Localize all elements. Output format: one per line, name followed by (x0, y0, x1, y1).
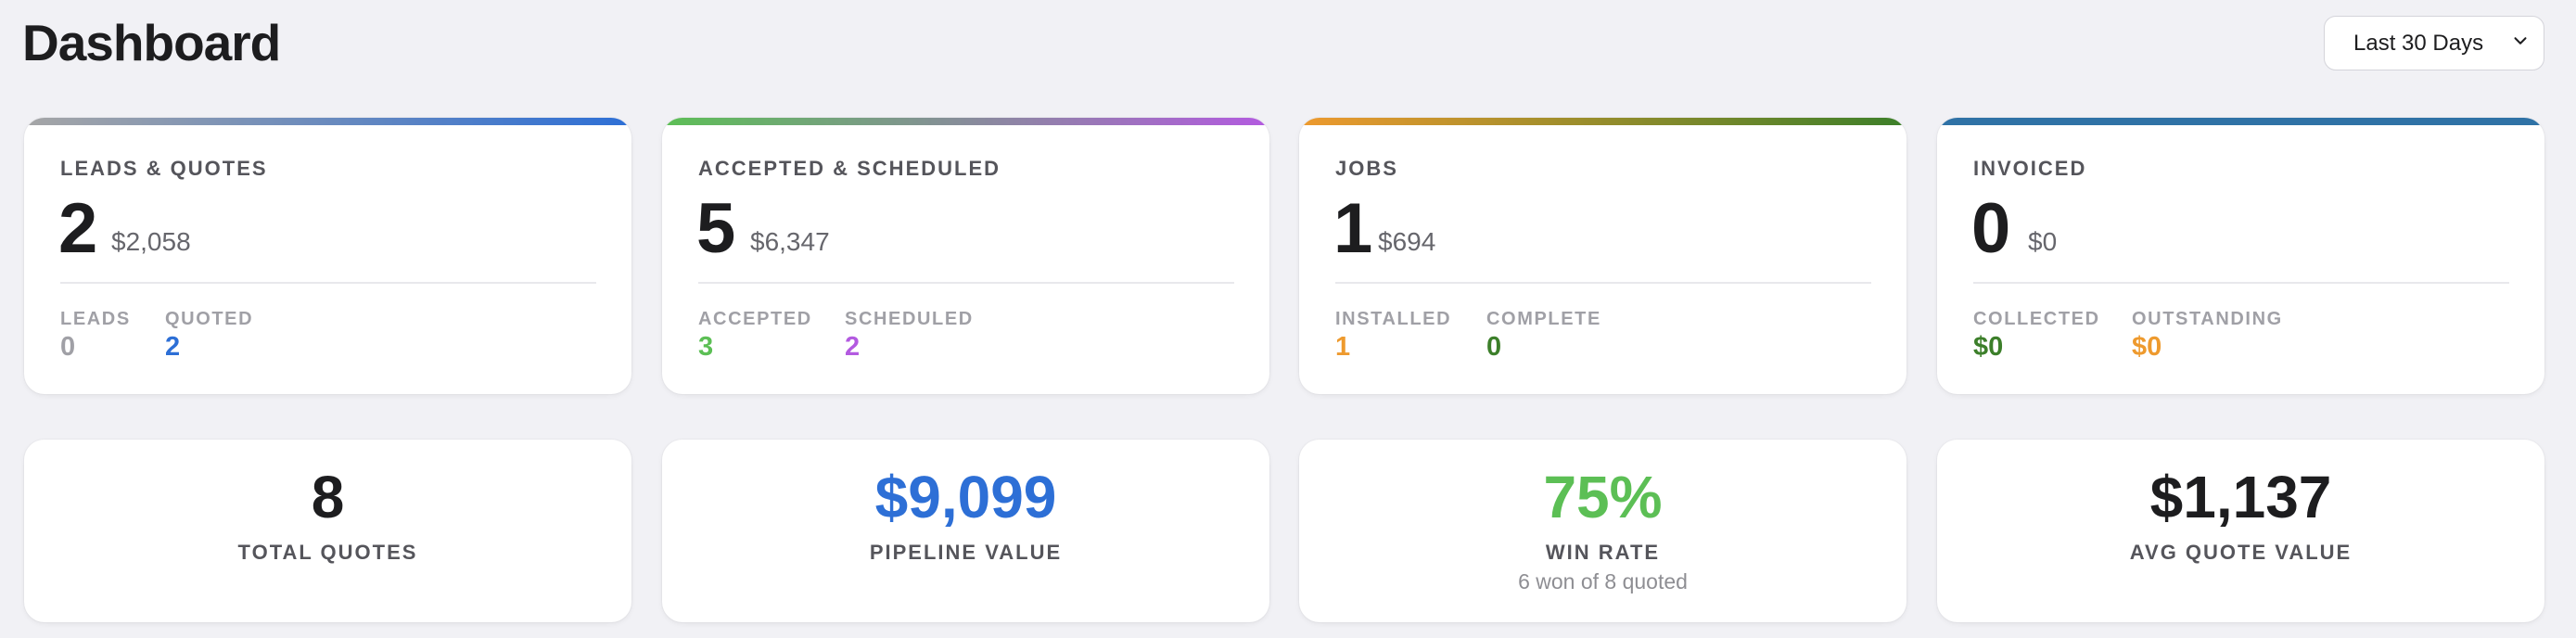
page-title: Dashboard (22, 14, 281, 71)
jobs-card[interactable]: JOBS 1 $694 INSTALLED 1 COMPLETE 0 (1299, 118, 1906, 394)
date-range-value: Last 30 Days (2353, 30, 2484, 56)
leads-value: 0 (60, 332, 76, 362)
metric-label: WIN RATE (1545, 541, 1661, 564)
chevron-down-icon (2510, 31, 2531, 56)
card-accent-bar (1937, 118, 2544, 125)
card-title: ACCEPTED & SCHEDULED (698, 157, 1001, 180)
card-title: LEADS & QUOTES (60, 157, 268, 180)
complete-value: 0 (1486, 332, 1502, 362)
card-divider (60, 282, 596, 284)
card-accent-bar (24, 118, 631, 125)
metric-value: 75% (1543, 464, 1663, 530)
metric-value: 8 (311, 464, 345, 530)
accepted-label: ACCEPTED (698, 309, 812, 329)
card-divider (1335, 282, 1871, 284)
stage-count: 1 (1333, 189, 1373, 268)
leads-quotes-card[interactable]: LEADS & QUOTES 2 $2,058 LEADS 0 QUOTED 2 (24, 118, 631, 394)
stage-count: 0 (1971, 189, 2011, 268)
invoiced-card[interactable]: INVOICED 0 $0 COLLECTED $0 OUTSTANDING $… (1937, 118, 2544, 394)
card-divider (1973, 282, 2509, 284)
metric-label: PIPELINE VALUE (869, 541, 1063, 564)
scheduled-label: SCHEDULED (845, 309, 974, 329)
accepted-scheduled-card[interactable]: ACCEPTED & SCHEDULED 5 $6,347 ACCEPTED 3… (662, 118, 1269, 394)
stage-amount: $2,058 (111, 227, 191, 256)
stage-count: 2 (58, 189, 98, 268)
stage-amount: $694 (1378, 227, 1436, 256)
card-accent-bar (662, 118, 1269, 125)
metric-label: AVG QUOTE VALUE (2129, 541, 2353, 564)
accepted-value: 3 (698, 332, 714, 362)
stage-count: 5 (696, 189, 736, 268)
installed-value: 1 (1335, 332, 1351, 362)
pipeline-value-card: $9,099 PIPELINE VALUE (662, 440, 1269, 622)
outstanding-value: $0 (2132, 332, 2162, 362)
metric-value: $1,137 (2149, 464, 2332, 530)
avg-quote-value-card: $1,137 AVG QUOTE VALUE (1937, 440, 2544, 622)
card-divider (698, 282, 1234, 284)
card-title: JOBS (1335, 157, 1398, 180)
outstanding-label: OUTSTANDING (2132, 309, 2283, 329)
collected-value: $0 (1973, 332, 2004, 362)
collected-label: COLLECTED (1973, 309, 2100, 329)
stage-amount: $6,347 (750, 227, 830, 256)
card-accent-bar (1299, 118, 1906, 125)
card-title: INVOICED (1973, 157, 2087, 180)
metric-label: TOTAL QUOTES (237, 541, 418, 564)
quoted-label: QUOTED (165, 309, 254, 329)
scheduled-value: 2 (845, 332, 861, 362)
total-quotes-card: 8 TOTAL QUOTES (24, 440, 631, 622)
date-range-select[interactable]: Last 30 Days (2324, 16, 2544, 70)
quoted-value: 2 (165, 332, 181, 362)
leads-label: LEADS (60, 309, 131, 329)
stage-amount: $0 (2028, 227, 2058, 256)
complete-label: COMPLETE (1486, 309, 1601, 329)
installed-label: INSTALLED (1335, 309, 1452, 329)
metric-value: $9,099 (874, 464, 1057, 530)
win-rate-card: 75% WIN RATE 6 won of 8 quoted (1299, 440, 1906, 622)
metric-subtext: 6 won of 8 quoted (1518, 569, 1688, 593)
